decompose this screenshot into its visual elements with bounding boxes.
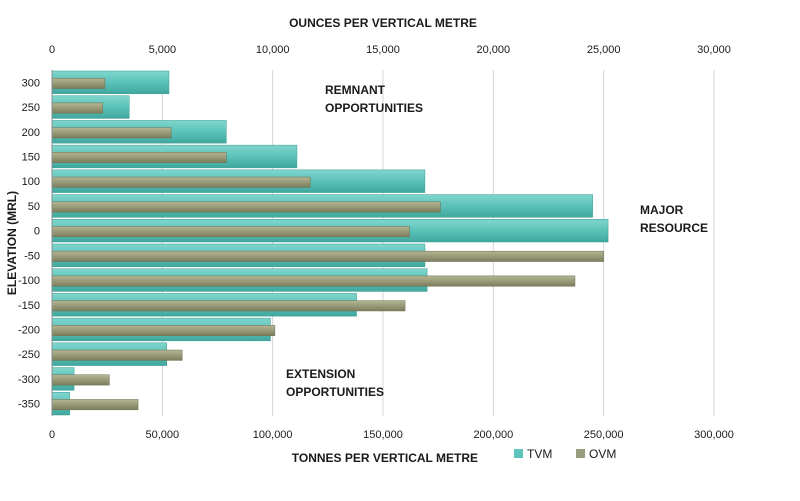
x-top-tick-label: 0 [49,44,55,56]
x-bottom-tick-label: 50,000 [146,429,180,441]
gridlines [161,70,715,416]
y-tick-label: 100 [22,176,40,188]
x-top-tick-label: 5,000 [149,44,177,56]
y-tick-label: 300 [22,77,40,89]
annotation-text: EXTENSION [286,367,355,381]
legend-label-tvm: TVM [527,447,552,461]
x-bottom-tick-label: 100,000 [253,429,293,441]
legend-swatch-tvm [514,449,523,458]
bars [51,70,609,416]
bar-ovm--50 [51,250,604,262]
bar-ovm-250 [51,102,104,114]
annotation-text: REMNANT [325,83,386,97]
y-tick-label: -350 [18,399,40,411]
x-bottom-tick-label: 250,000 [584,429,624,441]
x-top-tick-label: 15,000 [366,44,400,56]
y-tick-label: 50 [28,201,40,213]
y-tick-label: -100 [18,275,40,287]
legend-swatch-ovm [576,449,585,458]
annotation-text: MAJOR [640,203,684,217]
bar-ovm-0 [51,226,410,238]
bar-ovm--100 [51,275,576,287]
x-top-axis-title: OUNCES PER VERTICAL METRE [289,16,477,30]
annotation-text: OPPORTUNITIES [286,385,384,399]
y-tick-label: 200 [22,127,40,139]
labels: 0 0 50,000 5,000 100,000 10,000 150,000 15,000 2… [5,16,734,465]
bar-ovm-200 [51,127,172,139]
y-tick-label: 150 [22,152,40,164]
x-top-tick-label: 20,000 [477,44,511,56]
x-bottom-axis-title: TONNES PER VERTICAL METRE [292,451,478,465]
y-tick-label: -300 [18,374,40,386]
annotation-text: OPPORTUNITIES [325,101,423,115]
y-tick-label: -150 [18,300,40,312]
x-bottom-tick-label: 0 [49,429,55,441]
y-axis-title: ELEVATION (MRL) [5,191,19,295]
y-tick-label: -200 [18,325,40,337]
y-tick-label: 250 [22,102,40,114]
bar-ovm--250 [51,349,183,361]
x-bottom-tick-label: 300,000 [694,429,734,441]
x-top-tick-label: 25,000 [587,44,621,56]
y-tick-label: 0 [34,226,40,238]
bar-ovm--150 [51,300,406,312]
legend-label-ovm: OVM [589,447,616,461]
y-tick-label: -50 [24,250,40,262]
bar-ovm--300 [51,374,110,386]
y-tick-label: -250 [18,349,40,361]
x-bottom-tick-label: 150,000 [363,429,403,441]
bar-ovm--200 [51,325,276,336]
x-top-tick-label: 30,000 [697,44,731,56]
bar-ovm-100 [51,176,311,188]
annotation-text: RESOURCE [640,221,708,235]
bar-ovm-300 [51,77,106,89]
bar-ovm-50 [51,201,441,213]
x-bottom-tick-label: 200,000 [473,429,513,441]
bar-ovm-150 [51,152,227,163]
bar-ovm--350 [51,399,139,411]
x-top-tick-label: 10,000 [256,44,290,56]
